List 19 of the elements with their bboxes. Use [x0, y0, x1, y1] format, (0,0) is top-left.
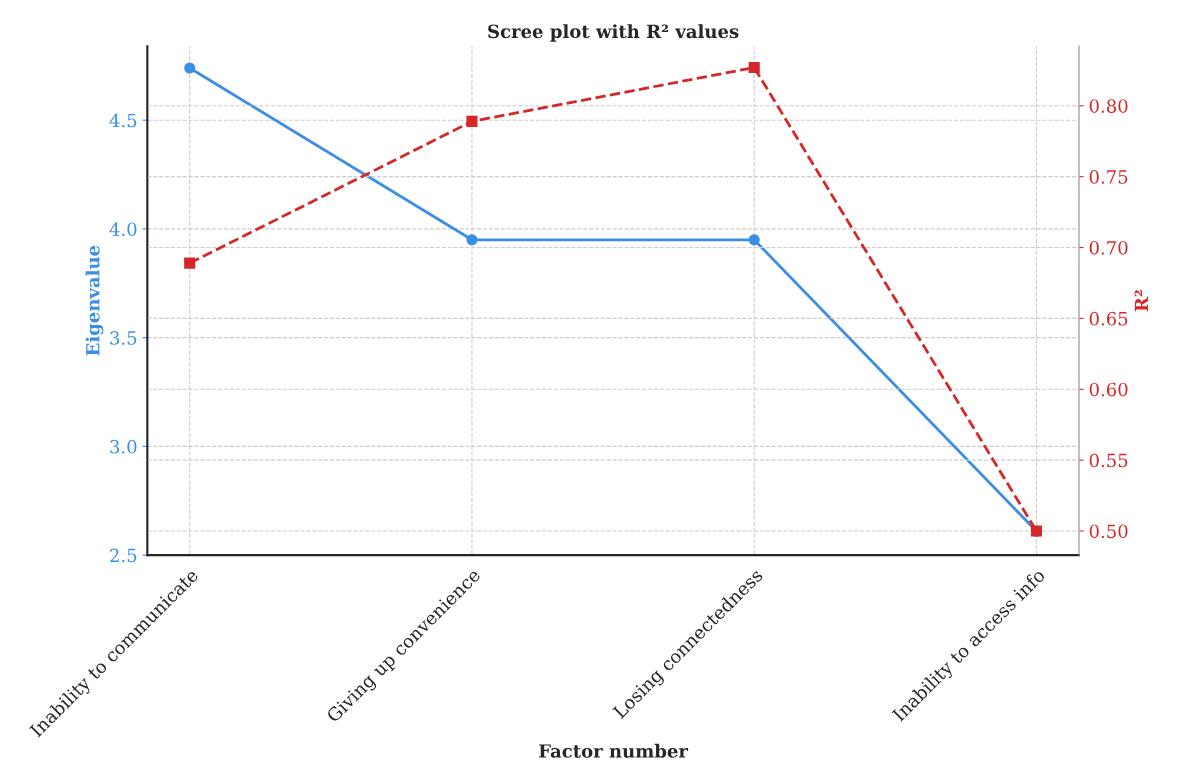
y-tick-label: 4.5	[109, 113, 137, 128]
y-tick-label: 3.0	[110, 439, 137, 454]
y2-tick-label: 0.80	[1089, 99, 1128, 113]
y-tick-label: 3.5	[110, 331, 137, 345]
y-axis-title: Eigenvalue	[85, 245, 104, 356]
y2-tick-label: 0.75	[1089, 170, 1128, 184]
y2-tick-label: 0.60	[1089, 382, 1128, 397]
point	[184, 257, 196, 269]
y2-tick-label: 0.70	[1089, 241, 1128, 255]
y-tick-label: 2.5	[110, 548, 137, 563]
y2-axis-title: R²	[1134, 290, 1148, 312]
point	[466, 115, 478, 127]
y2-tick-label: 0.65	[1089, 311, 1128, 326]
chart-title: Scree plot with R² values	[488, 24, 739, 42]
y-tick-label: 4.0	[109, 222, 137, 237]
y2-tick-label: 0.55	[1089, 453, 1128, 468]
y2-tick-label: 0.50	[1089, 524, 1128, 539]
point	[748, 61, 760, 74]
x-axis-title: Factor number	[539, 743, 689, 758]
